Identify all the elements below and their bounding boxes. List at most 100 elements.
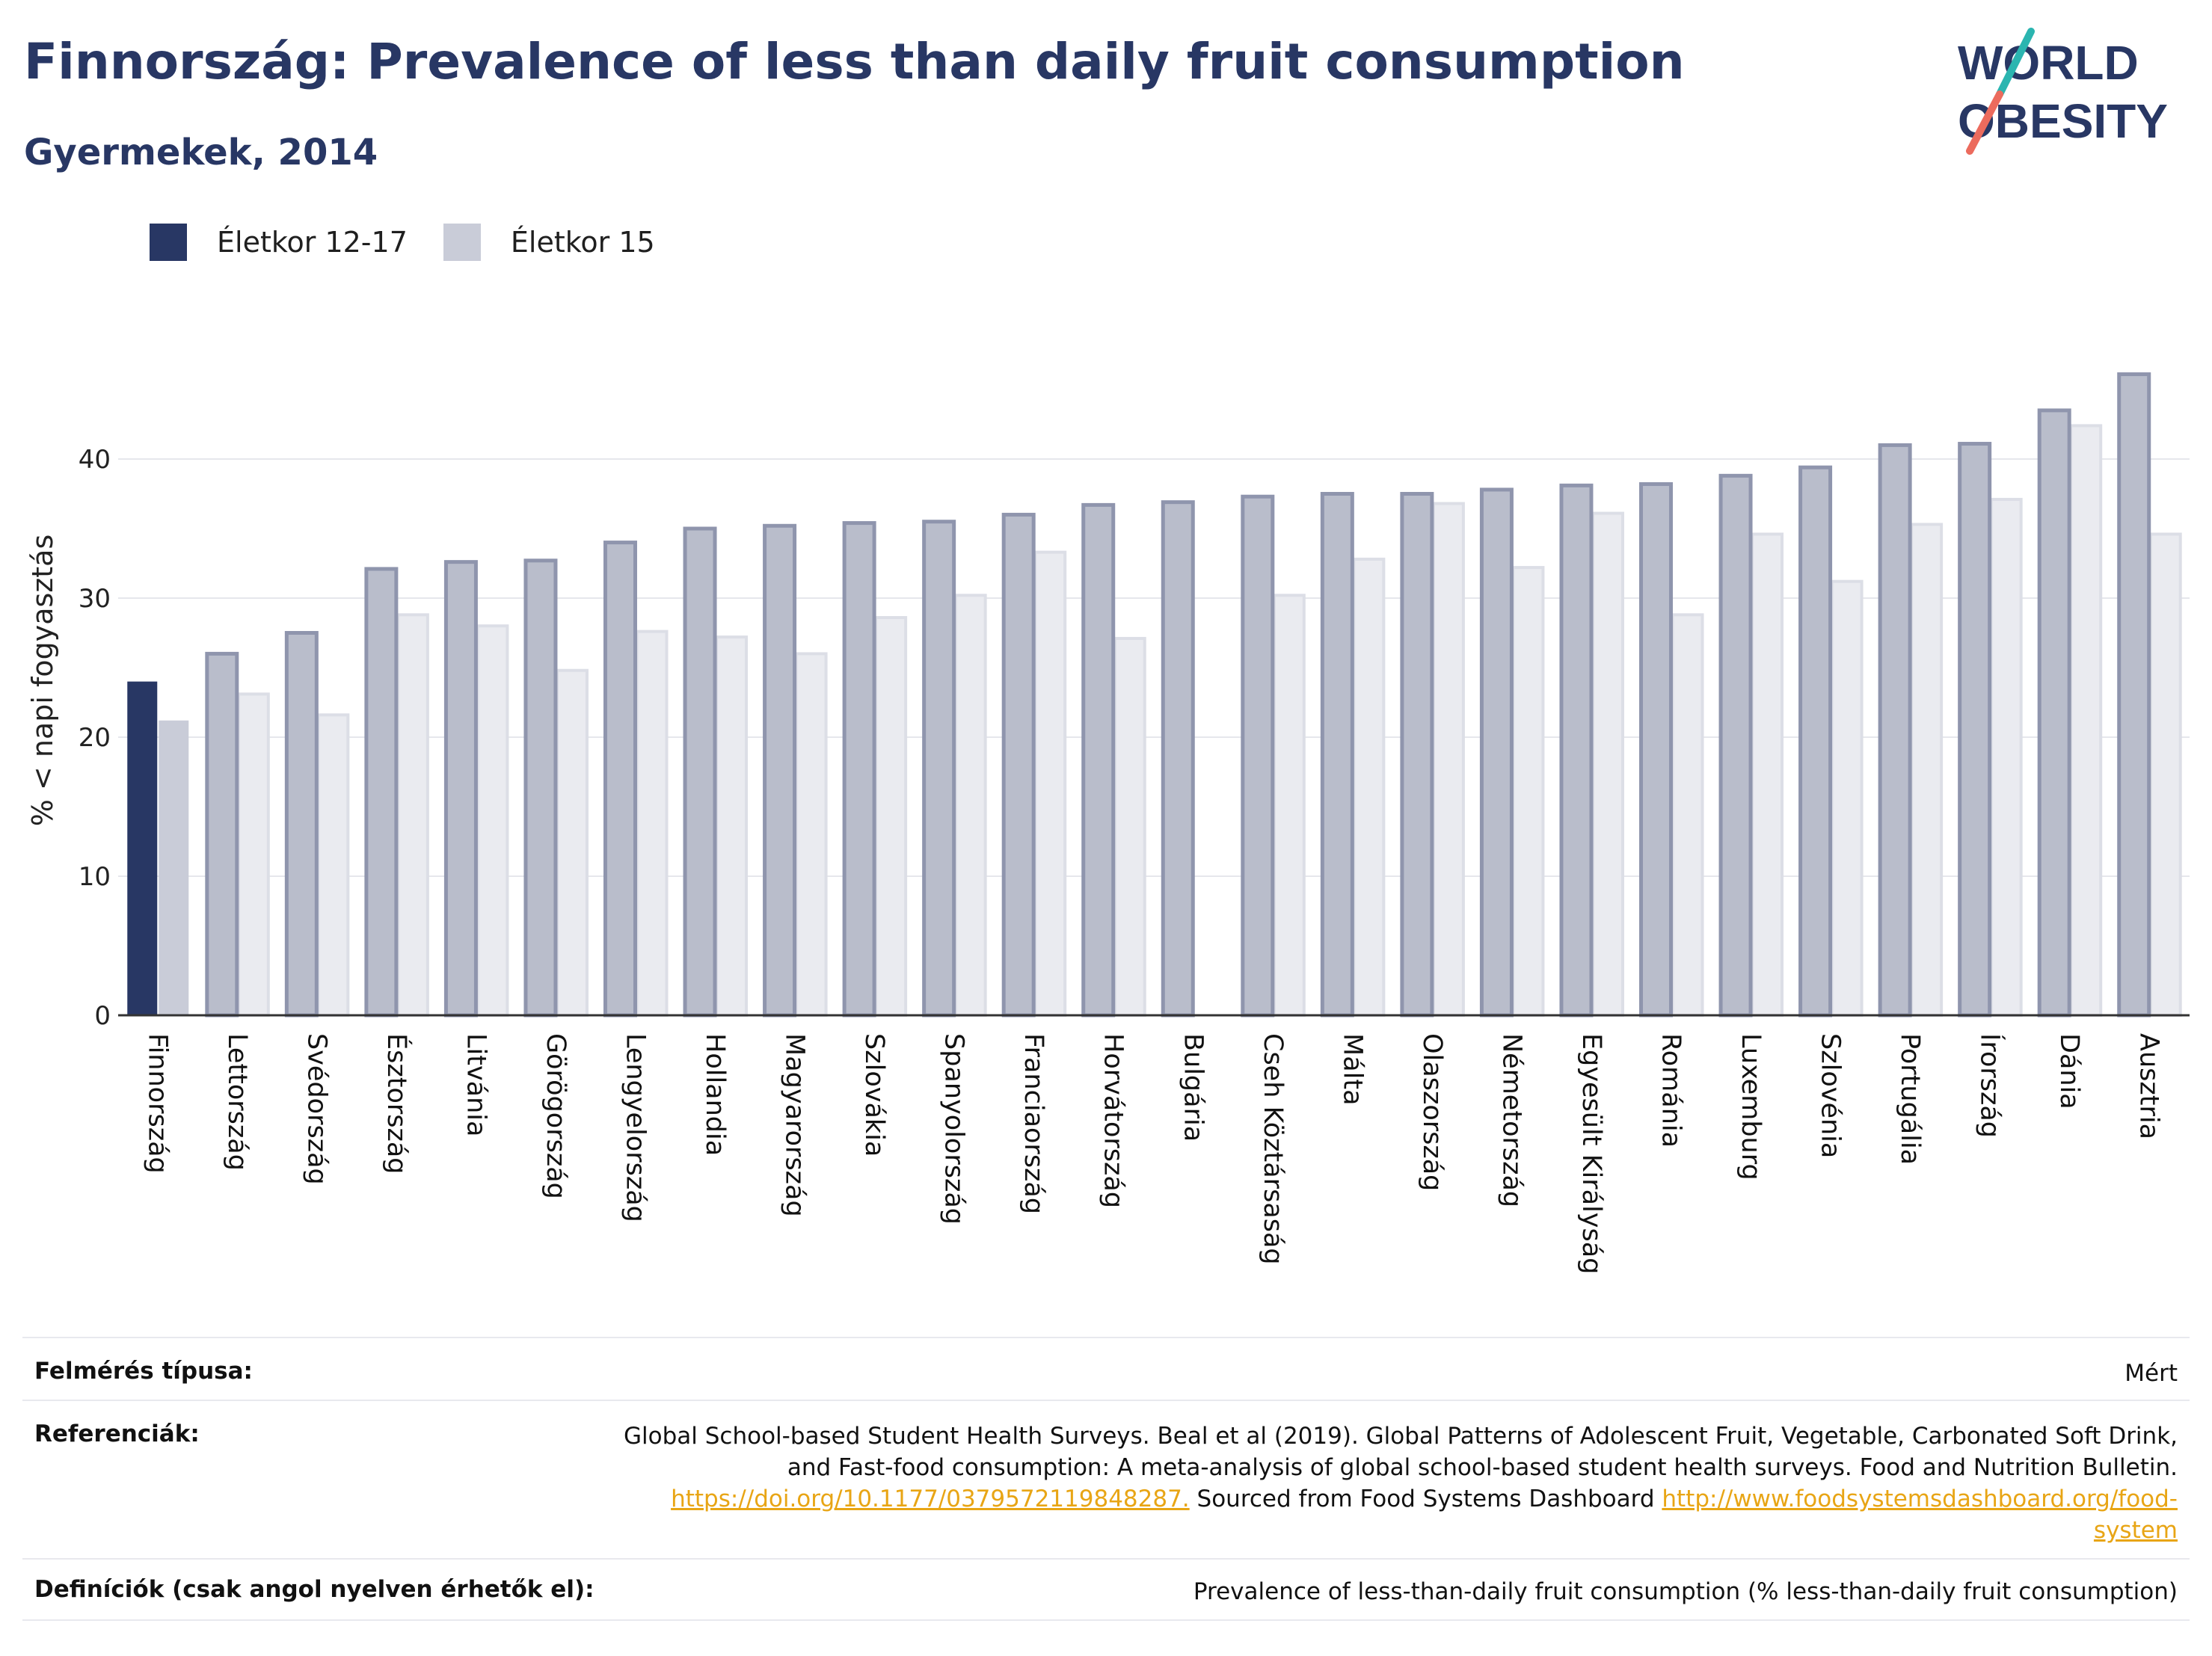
x-tick-label: Spanyolország	[939, 1033, 969, 1225]
bar-9-secondary	[874, 616, 908, 1017]
x-tick-label: Horvátország	[1099, 1033, 1128, 1208]
bar-18-primary	[1559, 483, 1594, 1018]
bar-0-primary	[127, 681, 158, 1015]
x-tick-label: Portugália	[1895, 1033, 1925, 1165]
bar-5-primary	[523, 558, 558, 1018]
bar-22-secondary	[1910, 523, 1944, 1017]
x-tick-label: Szlovénia	[1816, 1033, 1846, 1158]
bar-3-primary	[364, 567, 399, 1018]
bar-11-secondary	[1033, 550, 1067, 1017]
bar-19-primary	[1639, 481, 1673, 1018]
bar-13-primary	[1161, 500, 1195, 1018]
references-label: Referenciák:	[34, 1420, 200, 1447]
x-tick-label: Hollandia	[700, 1033, 730, 1156]
references-text-3: Sourced from Food Systems Dashboard	[1189, 1486, 1662, 1512]
x-tick-label: Lettország	[222, 1033, 252, 1171]
bar-0-secondary	[159, 720, 189, 1015]
bar-20-primary	[1718, 473, 1753, 1018]
bar-17-primary	[1479, 487, 1514, 1018]
definitions-row: Definíciók (csak angol nyelven érhetők e…	[22, 1576, 2190, 1609]
legend-item-primary: Életkor 12-17	[150, 224, 408, 261]
divider	[22, 1619, 2190, 1621]
bar-8-secondary	[794, 652, 828, 1018]
bar-1-primary	[205, 651, 239, 1018]
y-tick-label: 30	[79, 584, 111, 614]
bar-4-primary	[443, 560, 478, 1018]
x-tick-label: Észtország	[381, 1033, 413, 1175]
bar-7-secondary	[715, 635, 749, 1018]
bar-9-primary	[842, 521, 876, 1018]
survey-type-label: Felmérés típusa:	[34, 1358, 253, 1385]
bar-25-primary	[2117, 372, 2151, 1018]
definitions-value: Prevalence of less-than-daily fruit cons…	[1193, 1578, 2178, 1605]
bar-6-secondary	[635, 630, 669, 1017]
x-tick-label: Románia	[1656, 1033, 1686, 1148]
x-tick-label: Szlovákia	[859, 1033, 889, 1157]
bar-18-secondary	[1591, 511, 1624, 1017]
references-text-1: Global School-based Student Health Surve…	[624, 1423, 2178, 1450]
x-tick-label: Németország	[1496, 1033, 1526, 1207]
bar-3-secondary	[396, 613, 429, 1017]
bar-12-secondary	[1113, 636, 1146, 1017]
bar-15-primary	[1320, 492, 1354, 1018]
bar-23-primary	[1958, 442, 1992, 1018]
survey-type-row: Felmérés típusa: Mért	[22, 1358, 2190, 1391]
legend-item-secondary: Életkor 15	[443, 224, 655, 261]
bar-15-secondary	[1352, 557, 1386, 1017]
y-tick-label: 0	[94, 1001, 111, 1031]
food-systems-link-cont[interactable]: system	[2093, 1517, 2178, 1544]
bar-21-primary	[1798, 465, 1833, 1018]
bar-16-primary	[1400, 492, 1434, 1018]
x-tick-label: Ausztria	[2134, 1033, 2164, 1139]
bar-23-secondary	[1989, 497, 2023, 1017]
logo-line1: WORLD	[1958, 36, 2139, 90]
bar-12-primary	[1081, 502, 1116, 1018]
y-axis-label: % < napi fogyasztás	[26, 535, 59, 826]
x-tick-label: Görögország	[541, 1033, 571, 1199]
chart-legend: Életkor 12-17 Életkor 15	[150, 221, 691, 263]
bar-24-primary	[2037, 408, 2071, 1018]
bar-2-primary	[284, 631, 319, 1018]
divider	[22, 1337, 2190, 1338]
x-tick-label: Luxemburg	[1736, 1033, 1766, 1181]
x-tick-label: Litvánia	[461, 1033, 491, 1136]
bar-1-secondary	[236, 692, 270, 1018]
x-tick-label: Bulgária	[1178, 1033, 1208, 1142]
x-tick-label: Finnország	[142, 1033, 172, 1174]
x-tick-label: Svédország	[301, 1033, 331, 1185]
bar-24-secondary	[2069, 424, 2103, 1017]
y-tick-label: 40	[79, 445, 111, 475]
doi-link[interactable]: https://doi.org/10.1177/0379572119848287…	[671, 1486, 1190, 1512]
divider	[22, 1400, 2190, 1401]
bar-chart: 0 10 20 30 40 % < napi fogyasztás Finnország Le…	[26, 372, 2190, 1274]
bar-20-secondary	[1751, 532, 1784, 1017]
bar-10-primary	[922, 520, 956, 1018]
bar-7-primary	[683, 526, 717, 1018]
bar-5-secondary	[555, 668, 589, 1017]
bar-22-primary	[1878, 443, 1912, 1018]
x-tick-label: Olaszország	[1417, 1033, 1447, 1191]
definitions-label: Definíciók (csak angol nyelven érhetők e…	[34, 1576, 595, 1603]
legend-swatch-primary	[150, 224, 187, 261]
bar-25-secondary	[2148, 532, 2182, 1017]
x-tick-label: Egyesült Királyság	[1576, 1033, 1606, 1274]
bar-17-secondary	[1511, 566, 1545, 1017]
legend-swatch-secondary	[443, 224, 481, 261]
x-tick-label: Málta	[1337, 1033, 1367, 1106]
food-systems-link[interactable]: http://www.foodsystemsdashboard.org/food…	[1662, 1486, 2178, 1512]
bar-4-secondary	[476, 624, 509, 1017]
x-tick-label: Lengyelország	[621, 1033, 651, 1222]
bar-6-primary	[603, 541, 637, 1018]
references-text-2: and Fast-food consumption: A meta-analys…	[787, 1454, 2178, 1481]
references-value: Global School-based Student Health Surve…	[624, 1420, 2178, 1546]
x-tick-label: Magyarország	[780, 1033, 810, 1217]
page-title: Finnország: Prevalence of less than dail…	[24, 33, 1685, 90]
legend-label-secondary: Életkor 15	[510, 226, 655, 259]
divider	[22, 1558, 2190, 1560]
y-tick-label: 20	[79, 723, 111, 753]
page-subtitle: Gyermekek, 2014	[24, 132, 378, 173]
bar-14-primary	[1241, 494, 1275, 1018]
bar-8-primary	[763, 523, 797, 1018]
legend-label-primary: Életkor 12-17	[217, 226, 408, 259]
x-tick-label: Franciaország	[1019, 1033, 1048, 1214]
